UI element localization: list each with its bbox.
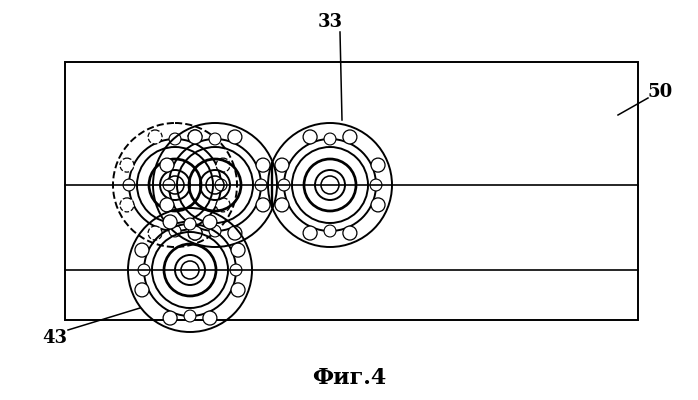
Circle shape — [343, 226, 357, 240]
Circle shape — [255, 179, 267, 191]
Circle shape — [230, 264, 242, 276]
Text: 50: 50 — [647, 83, 673, 101]
Circle shape — [188, 226, 202, 240]
Text: 43: 43 — [43, 329, 68, 347]
Circle shape — [324, 225, 336, 237]
Circle shape — [148, 130, 162, 144]
Circle shape — [303, 130, 317, 144]
Circle shape — [324, 133, 336, 145]
Circle shape — [120, 158, 134, 172]
Circle shape — [163, 179, 175, 191]
Circle shape — [188, 130, 202, 144]
Circle shape — [169, 133, 181, 145]
Circle shape — [188, 130, 202, 144]
Circle shape — [303, 226, 317, 240]
Circle shape — [228, 130, 242, 144]
Circle shape — [184, 310, 196, 322]
Circle shape — [231, 283, 245, 297]
Circle shape — [160, 158, 174, 172]
Circle shape — [209, 133, 221, 145]
Circle shape — [216, 158, 230, 172]
Text: Фиг.4: Фиг.4 — [312, 367, 386, 389]
Circle shape — [123, 179, 135, 191]
Circle shape — [275, 158, 289, 172]
Circle shape — [169, 225, 181, 237]
Circle shape — [215, 179, 227, 191]
Circle shape — [163, 215, 177, 229]
Circle shape — [135, 243, 149, 257]
Circle shape — [256, 198, 270, 212]
Circle shape — [135, 283, 149, 297]
Circle shape — [188, 226, 202, 240]
Text: 33: 33 — [318, 13, 343, 31]
Circle shape — [371, 158, 385, 172]
Circle shape — [120, 198, 134, 212]
Bar — [65, 62, 638, 320]
Circle shape — [275, 198, 289, 212]
Circle shape — [163, 311, 177, 325]
Circle shape — [216, 198, 230, 212]
Circle shape — [256, 158, 270, 172]
Circle shape — [370, 179, 382, 191]
Circle shape — [231, 243, 245, 257]
Circle shape — [203, 311, 217, 325]
Circle shape — [278, 179, 290, 191]
Circle shape — [343, 130, 357, 144]
Circle shape — [371, 198, 385, 212]
Circle shape — [184, 218, 196, 230]
Circle shape — [228, 226, 242, 240]
Circle shape — [209, 225, 221, 237]
Circle shape — [160, 198, 174, 212]
Circle shape — [138, 264, 150, 276]
Circle shape — [148, 226, 162, 240]
Circle shape — [203, 215, 217, 229]
